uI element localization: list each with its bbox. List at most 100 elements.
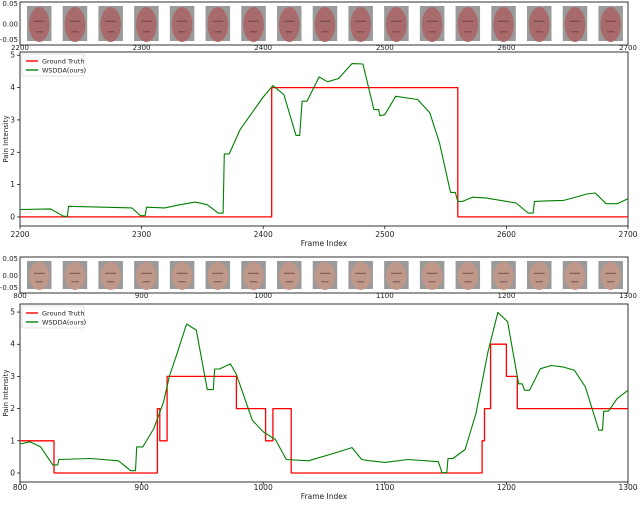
face-mouth [357,281,365,283]
face-thumbnail [527,261,552,290]
face-shape [350,262,371,290]
face-mouth [499,31,508,33]
face-thumbnail [598,6,623,42]
face-eyes [248,20,259,22]
face-thumbnail [419,6,445,42]
face-shape [100,262,121,290]
strip-xtick-label: 2700 [619,44,637,52]
face-thumbnail [134,6,159,42]
face-shape [564,7,586,42]
face-thumbnail [348,6,373,42]
strip-ytick-label: 0.05 [2,0,18,8]
face-shape [136,7,157,42]
face-thumbnail [205,6,231,42]
x-axis-label: Frame Index [301,492,348,501]
strip-ytick-label: −0.05 [0,36,18,44]
face-shape [386,7,407,42]
face-mouth [535,31,543,33]
strip-xtick-label: 2400 [254,44,272,52]
legend-label: Ground Truth [42,310,84,318]
series-line-wsdda [19,63,629,217]
face-mouth [571,31,579,33]
face-eyes [212,20,224,22]
face-eyes [105,272,117,274]
face-thumbnail [562,6,588,42]
strip-xtick-label: 2300 [133,44,151,52]
y-tick-label: 2 [10,148,15,157]
strip-xtick-label: 1200 [497,292,515,300]
face-thumbnail [62,6,88,42]
face-mouth [392,31,401,33]
face-shape [278,262,300,290]
face-mouth [428,281,436,283]
face-eyes [283,20,295,22]
legend-label: WSDDA(ours) [42,319,86,327]
face-mouth [178,281,186,283]
legend-label: Ground Truth [42,58,84,66]
strip-ytick-label: 0.00 [2,272,18,280]
strip-ytick-label: 0.05 [2,255,18,263]
face-eyes [426,20,438,22]
face-thumbnail [455,6,481,42]
x-tick-label: 2500 [375,230,394,239]
face-mouth [392,281,401,283]
face-shape [100,7,121,42]
face-shape [207,7,229,42]
face-eyes [569,20,581,22]
y-tick-label: 4 [10,83,15,92]
y-tick-label: 2 [10,404,15,413]
face-thumbnail [27,6,52,42]
strip-xtick-label: 1300 [619,292,637,300]
face-thumbnail [169,261,195,290]
strip-xtick-label: 900 [135,292,148,300]
face-mouth [142,31,151,33]
face-eyes [498,20,509,22]
x-tick-label: 1200 [497,483,516,492]
face-thumbnail [419,261,445,290]
face-mouth [357,31,365,33]
strip-xtick-label: 2200 [11,44,29,52]
face-shape [136,262,157,290]
y-axis-label: Pain Intensity [2,115,10,162]
face-eyes [248,272,259,274]
face-eyes [176,20,188,22]
face-eyes [69,20,81,22]
face-mouth [571,281,579,283]
y-tick-label: 0 [10,212,15,221]
series-line-ground-truth [20,343,628,474]
face-shape [421,262,443,290]
face-mouth [607,281,615,283]
face-eyes [141,20,152,22]
face-mouth [35,281,43,283]
y-tick-label: 0 [10,468,15,477]
face-shape [421,7,443,42]
face-shape [600,262,621,290]
face-thumbnail [312,261,338,290]
face-thumbnail [491,6,516,42]
face-shape [28,7,50,42]
strip-xtick-label: 2600 [497,44,515,52]
face-thumbnail [169,6,195,42]
face-shape [278,7,300,42]
face-thumbnail [98,261,123,290]
face-eyes [605,272,617,274]
face-eyes [462,272,474,274]
face-mouth [214,31,222,33]
face-shape [171,7,193,42]
face-mouth [428,31,436,33]
face-thumbnail [491,261,516,290]
face-eyes [355,20,367,22]
chart-panel-1: 0.050.00−0.05220023002400250026002700220… [0,0,638,248]
y-axis-label: Pain Intensity [2,369,10,416]
y-tick-label: 1 [10,180,15,189]
face-thumbnail [241,6,266,42]
face-eyes [391,272,402,274]
face-eyes [569,272,581,274]
face-thumbnail [455,261,481,290]
face-mouth [535,281,543,283]
face-shape [457,7,479,42]
face-thumbnail [27,261,52,290]
